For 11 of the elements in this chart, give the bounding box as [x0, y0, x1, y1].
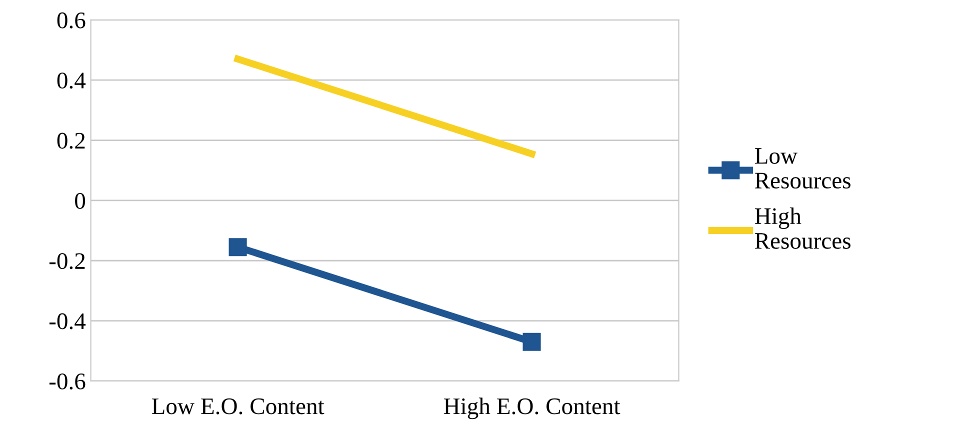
- y-tick-label: 0: [75, 192, 86, 209]
- legend-label: Low Resources: [754, 148, 850, 189]
- y-tick-label: -0.4: [49, 313, 86, 330]
- y-tick-label: -0.6: [49, 373, 86, 390]
- y-tick-label: 0.2: [57, 132, 85, 149]
- x-tick-label: Low E.O. Content: [152, 398, 324, 414]
- y-tick-label: -0.2: [49, 253, 85, 270]
- x-tick-label: High E.O. Content: [444, 398, 620, 420]
- y-tick-label: 0.6: [57, 12, 86, 28]
- legend-label: High Resources: [754, 208, 850, 249]
- y-tick-label: 0.4: [57, 72, 86, 89]
